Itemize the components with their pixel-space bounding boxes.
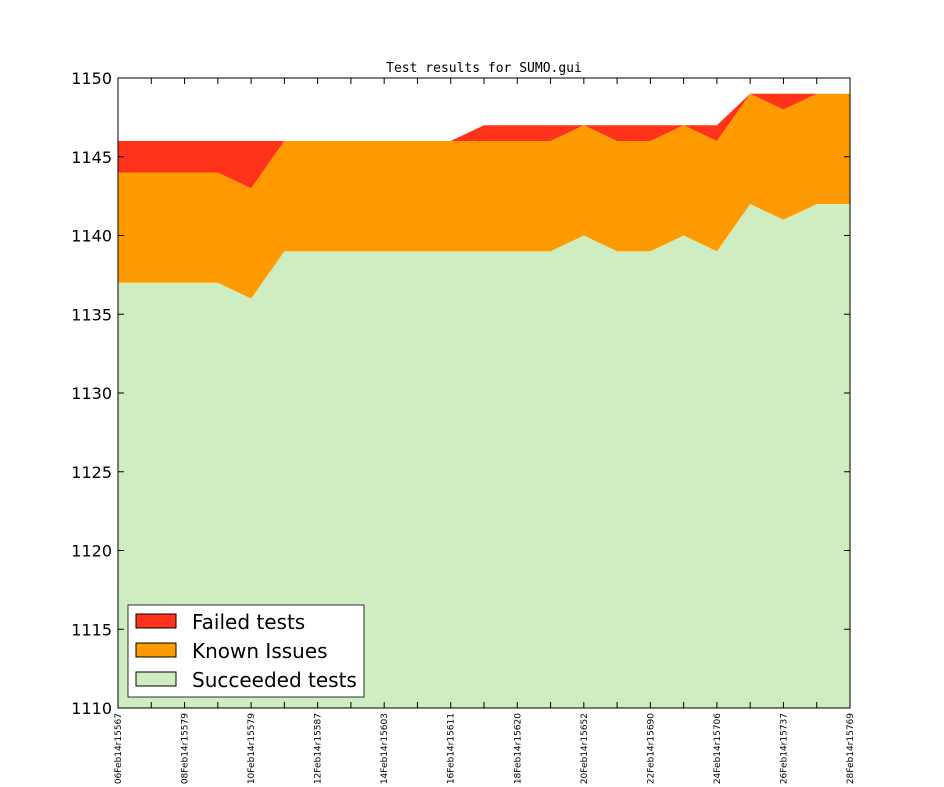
legend-label-known: Known Issues bbox=[192, 639, 328, 663]
y-tick-label: 1115 bbox=[71, 620, 112, 639]
x-axis: 06Feb14r15567 08Feb14r15579 10Feb14r15579 1… bbox=[114, 78, 856, 784]
y-tick-label: 1110 bbox=[71, 699, 112, 718]
x-tick-label: 06Feb14r15567 bbox=[114, 713, 124, 784]
area-succeeded bbox=[118, 204, 850, 708]
y-tick-label: 1130 bbox=[71, 384, 112, 403]
chart-title: Test results for SUMO.gui bbox=[386, 61, 582, 76]
y-tick-label: 1145 bbox=[71, 148, 112, 167]
x-tick-label: 18Feb14r15620 bbox=[513, 713, 523, 784]
x-tick-label: 22Feb14r15690 bbox=[646, 713, 656, 784]
x-tick-label: 24Feb14r15706 bbox=[713, 713, 723, 784]
y-tick-label: 1150 bbox=[71, 69, 112, 88]
legend-label-succeeded: Succeeded tests bbox=[192, 668, 357, 692]
legend-swatch-failed bbox=[135, 613, 177, 629]
x-tick-label: 28Feb14r15769 bbox=[846, 713, 856, 784]
x-tick-label: 12Feb14r15587 bbox=[314, 713, 324, 784]
y-axis: 1110 1115 1120 1125 1130 1135 1140 1145 1150 bbox=[71, 69, 850, 718]
x-tick-label: 16Feb14r15611 bbox=[447, 713, 457, 784]
x-tick-label: 10Feb14r15579 bbox=[247, 713, 257, 784]
x-tick-label: 08Feb14r15579 bbox=[181, 713, 191, 784]
y-tick-label: 1135 bbox=[71, 305, 112, 324]
legend-swatch-known bbox=[135, 642, 177, 658]
legend: Failed tests Known Issues Succeeded test… bbox=[127, 604, 365, 698]
x-tick-label: 20Feb14r15652 bbox=[580, 713, 590, 784]
y-tick-label: 1140 bbox=[71, 227, 112, 246]
x-tick-label: 14Feb14r15603 bbox=[380, 713, 390, 784]
x-tick-label: 26Feb14r15737 bbox=[779, 713, 789, 784]
legend-label-failed: Failed tests bbox=[192, 610, 305, 634]
plot-areas bbox=[118, 93, 850, 708]
legend-swatch-succeeded bbox=[135, 671, 177, 687]
area-known-issues bbox=[118, 93, 850, 299]
area-failed bbox=[118, 93, 850, 189]
y-tick-label: 1125 bbox=[71, 463, 112, 482]
y-tick-label: 1120 bbox=[71, 542, 112, 561]
